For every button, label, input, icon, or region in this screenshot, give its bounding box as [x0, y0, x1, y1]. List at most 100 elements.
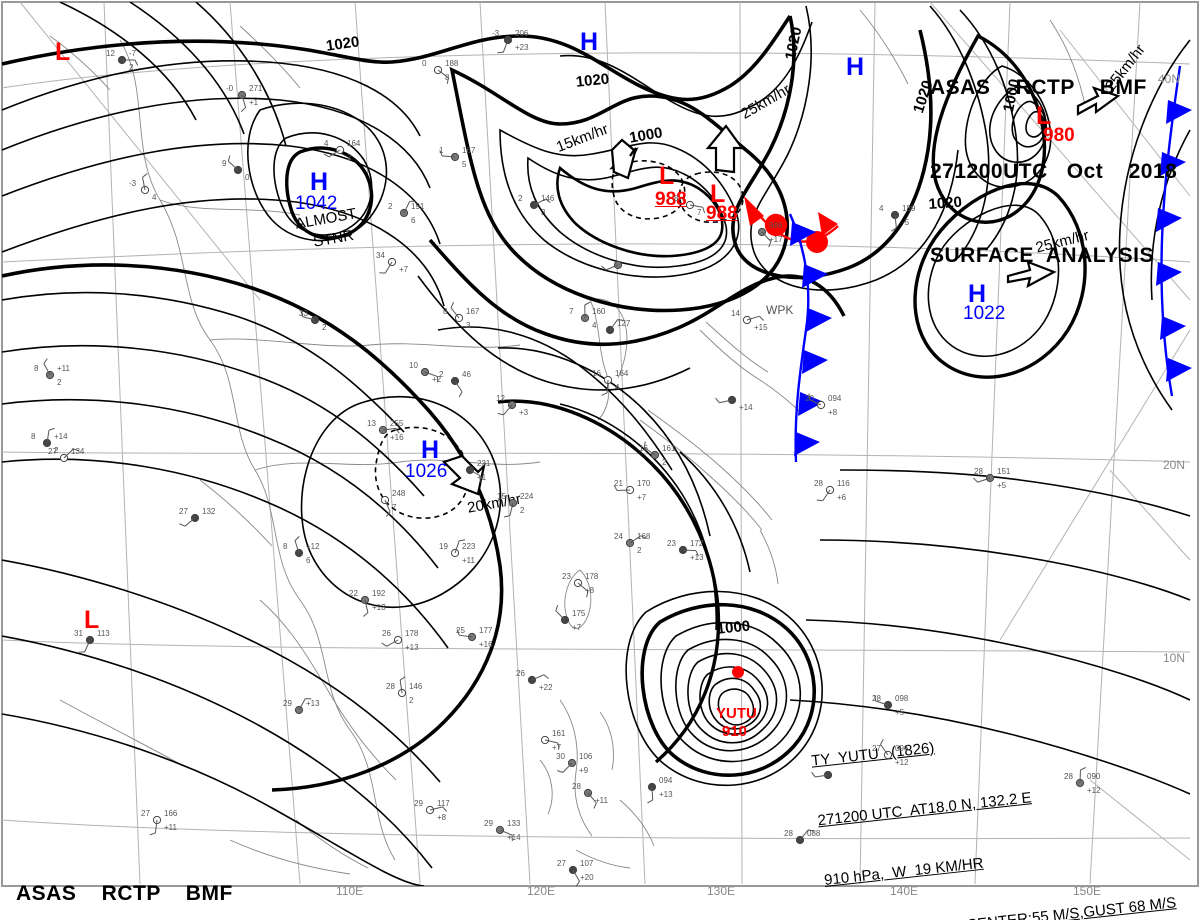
station-value: 2: [57, 378, 62, 387]
station-value: 13: [367, 419, 376, 428]
station-value: 0: [422, 59, 427, 68]
station-value: 27: [48, 447, 57, 456]
station-value: -5: [902, 218, 910, 227]
station-plot: [149, 815, 162, 836]
station-plot: [237, 90, 247, 112]
header-bl-line1: ASAS RCTP BMF: [16, 882, 233, 905]
station-value: 2: [388, 202, 393, 211]
station-value: 28: [572, 782, 581, 791]
station-value: 094: [828, 394, 842, 403]
station-plot: [613, 484, 635, 495]
station-value: 231: [477, 459, 491, 468]
station-value: +8: [437, 813, 447, 822]
station-value: 27: [141, 809, 150, 818]
station-value: +13: [306, 699, 320, 708]
station-plot: [360, 595, 370, 617]
station-plot: [227, 155, 243, 175]
station-value: +14: [507, 833, 521, 842]
isobars-high-1022: [913, 181, 1087, 379]
station-plot: [890, 210, 900, 232]
high-plain-b-letter: H: [846, 53, 865, 81]
station-value: 20: [805, 394, 814, 403]
station-value: +15: [754, 323, 768, 332]
station-value: 27: [872, 744, 881, 753]
station-value: 6: [306, 556, 311, 565]
station-value: +1: [249, 98, 259, 107]
station-value: 164: [615, 369, 629, 378]
station-value: 132: [202, 507, 216, 516]
station-plot: [643, 441, 660, 460]
motion-arrow-25b: [1006, 260, 1057, 289]
station-value: 177: [479, 626, 493, 635]
station-value: +17: [769, 235, 783, 244]
station-value: 161: [552, 729, 566, 738]
isobars-high-1026: [300, 395, 502, 608]
station-value: 26: [516, 669, 525, 678]
high-1026-value: 1026: [405, 461, 448, 482]
station-value: 8: [443, 307, 448, 316]
station-value: +16: [390, 433, 404, 442]
station-value: 31: [74, 629, 83, 638]
station-value: 4: [152, 193, 157, 202]
station-value: 12: [496, 394, 505, 403]
low-plain-nw-letter: L: [55, 38, 71, 66]
station-value: 107: [580, 859, 594, 868]
station-value: +9: [579, 766, 589, 775]
station-value: +14: [739, 403, 753, 412]
station-value: 168: [637, 532, 651, 541]
station-plot: [1075, 767, 1087, 788]
station-value: 4: [324, 139, 329, 148]
station-value: 33: [299, 309, 308, 318]
station-value: -7: [129, 49, 137, 58]
station-plot: [425, 805, 447, 815]
station-value: 8: [31, 432, 36, 441]
station-plot: [495, 825, 513, 842]
station-value: 167: [466, 307, 480, 316]
lon-label-120E: 120E: [527, 884, 556, 898]
isobar-1040: [285, 146, 374, 240]
station-plot: [529, 198, 551, 210]
station-value: 178: [405, 629, 419, 638]
station-plot: [399, 200, 416, 218]
station-value: -3: [129, 179, 137, 188]
station-value: 25: [456, 626, 465, 635]
station-plot: [179, 513, 200, 527]
station-value: 23: [667, 539, 676, 548]
station-value: 2: [347, 153, 352, 162]
header-tr-line1: ASAS RCTP BMF: [930, 76, 1147, 99]
station-value: 2: [637, 546, 642, 555]
station-value: 255: [390, 419, 404, 428]
station-plot: [808, 393, 826, 410]
station-value: +6: [837, 493, 847, 502]
station-value: +5: [895, 708, 905, 717]
station-value: 4: [879, 204, 884, 213]
high-1022-value: 1022: [963, 303, 1006, 324]
station-plot: [568, 865, 580, 887]
station-value: -0: [226, 84, 234, 93]
station-plot: [59, 448, 80, 463]
low-plain-sw-letter: L: [84, 606, 100, 634]
station-plot: [117, 55, 139, 66]
station-plot: [557, 758, 577, 773]
station-value: 27: [179, 507, 188, 516]
station-value: 2: [409, 696, 414, 705]
station-plot: [378, 425, 400, 435]
station-plot: [497, 400, 517, 416]
lat-label-40N: 40N: [1158, 72, 1181, 86]
station-value: 15: [497, 492, 506, 501]
station-value: 2: [54, 446, 59, 455]
station-plot: [456, 629, 477, 642]
station-value: 127: [617, 319, 631, 328]
station-value: 189: [902, 204, 916, 213]
station-plot: [555, 604, 570, 625]
station-value: +2: [432, 375, 442, 384]
station-plot: [601, 260, 623, 271]
station-value: 7: [697, 208, 702, 217]
station-value: 16: [592, 369, 601, 378]
station-value: +13: [690, 553, 704, 562]
station-plot: [503, 498, 518, 518]
station-value: 6: [411, 216, 416, 225]
station-plot: [381, 635, 403, 647]
station-value: 8: [674, 194, 679, 203]
